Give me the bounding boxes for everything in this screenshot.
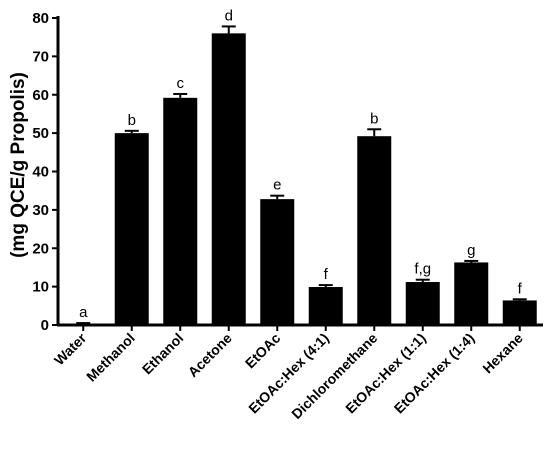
y-tick-label: 50 [32,125,49,142]
significance-label: f,g [414,261,431,278]
y-tick-label: 20 [32,240,49,257]
significance-label: e [273,177,281,194]
bar [260,199,295,325]
y-axis-label: (mg QCE/g Propolis) [8,72,29,258]
bar [211,33,246,325]
x-tick-label: Methanol [83,330,138,385]
significance-label: a [79,304,88,321]
x-tick-label: Dichloromethane [288,330,380,422]
bar [308,287,343,325]
x-tick-label: EtOAc [242,330,284,372]
x-tick-label: Ethanol [139,330,187,378]
x-tick-label: Hexane [479,330,526,377]
bar [405,282,440,325]
significance-label: d [225,7,233,24]
y-tick-label: 70 [32,48,49,65]
y-tick-label: 40 [32,164,49,181]
y-tick-label: 80 [32,10,49,27]
significance-label: f [324,266,329,283]
bar [163,97,198,325]
significance-label: b [370,110,378,127]
y-tick-label: 60 [32,87,49,104]
significance-label: g [467,242,475,259]
bar [357,136,392,325]
y-tick-label: 30 [32,202,49,219]
significance-label: b [128,112,136,129]
significance-label: c [177,75,185,92]
bar [114,133,149,325]
x-tick-label: Water [51,329,90,368]
y-tick-label: 10 [32,279,49,296]
bar [502,300,537,325]
bar [66,323,101,325]
y-tick-label: 0 [41,317,49,334]
bar [454,262,489,325]
significance-label: f [518,280,523,297]
x-tick-label: Acetone [185,330,236,381]
